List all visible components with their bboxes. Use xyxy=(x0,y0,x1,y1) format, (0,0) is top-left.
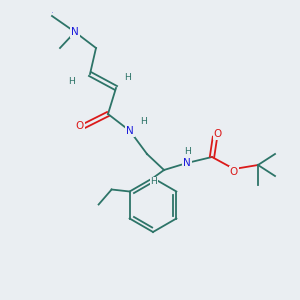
Text: H: H xyxy=(124,74,131,82)
Text: N: N xyxy=(183,158,191,168)
Text: H: H xyxy=(141,118,147,127)
Text: H: H xyxy=(184,146,191,155)
Text: N: N xyxy=(71,27,79,37)
Text: H: H xyxy=(151,178,158,187)
Text: H: H xyxy=(69,77,75,86)
Text: N: N xyxy=(126,126,134,136)
Text: O: O xyxy=(230,167,238,177)
Text: O: O xyxy=(214,129,222,139)
Text: O: O xyxy=(76,121,84,131)
